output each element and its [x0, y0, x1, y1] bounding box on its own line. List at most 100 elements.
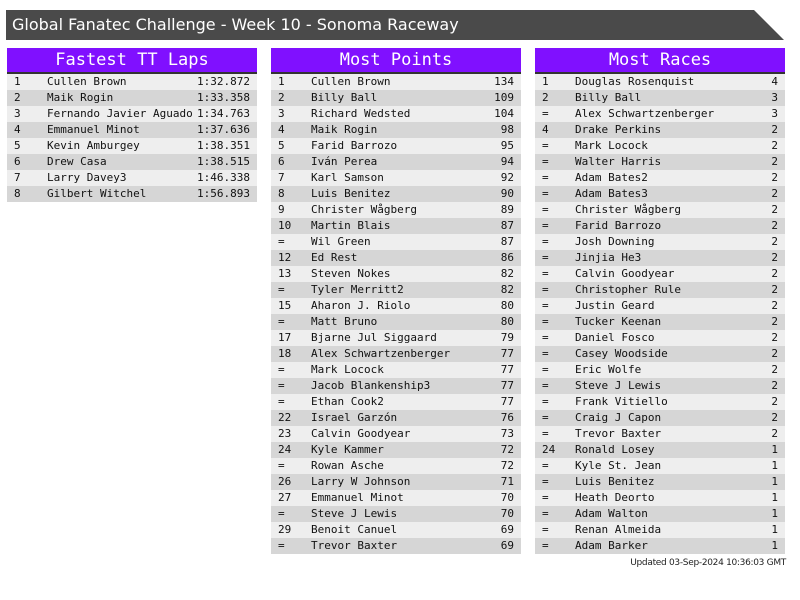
rank: = — [278, 507, 285, 520]
driver-name: Kyle Kammer — [311, 443, 384, 456]
table-row: = Frank Vitiello 2 — [535, 394, 785, 410]
rank: = — [542, 523, 549, 536]
value: 2 — [771, 427, 778, 440]
rank: = — [542, 331, 549, 344]
driver-name: Rowan Asche — [311, 459, 384, 472]
driver-name: Casey Woodside — [575, 347, 668, 360]
value: 95 — [500, 139, 514, 152]
value: 76 — [500, 411, 514, 424]
rank: 6 — [278, 155, 285, 168]
driver-name: Jinjia He3 — [575, 251, 642, 264]
table-row: 8 Luis Benitez 90 — [271, 186, 521, 202]
rank: = — [542, 251, 549, 264]
value: 1:38.351 — [197, 139, 250, 152]
driver-name: Maik Rogin — [47, 91, 114, 104]
value: 94 — [500, 155, 514, 168]
table-row: = Eric Wolfe 2 — [535, 362, 785, 378]
value: 92 — [500, 171, 514, 184]
driver-name: Ethan Cook2 — [311, 395, 384, 408]
table-row: = Jacob Blankenship3 77 — [271, 378, 521, 394]
rank: = — [542, 427, 549, 440]
driver-name: Josh Downing — [575, 235, 655, 248]
rank: 6 — [14, 155, 21, 168]
rank: = — [542, 171, 549, 184]
rank: 29 — [278, 523, 292, 536]
rank: 7 — [278, 171, 285, 184]
table-row: = Josh Downing 2 — [535, 234, 785, 250]
value: 73 — [500, 427, 514, 440]
table-row: 3 Fernando Javier Aguado 1:34.763 — [7, 106, 257, 122]
driver-name: Fernando Javier Aguado — [47, 107, 193, 120]
driver-name: Trevor Baxter — [311, 539, 398, 552]
table-row: = Mark Locock 2 — [535, 138, 785, 154]
table-row: 26 Larry W Johnson 71 — [271, 474, 521, 490]
table-row: = Tyler Merritt2 82 — [271, 282, 521, 298]
value: 80 — [500, 315, 514, 328]
table-row: 1 Cullen Brown 1:32.872 — [7, 74, 257, 90]
value: 2 — [771, 395, 778, 408]
table-row: = Craig J Capon 2 — [535, 410, 785, 426]
value: 87 — [500, 219, 514, 232]
table-row: 6 Iván Perea 94 — [271, 154, 521, 170]
rank: 24 — [278, 443, 292, 456]
rank: 10 — [278, 219, 292, 232]
driver-name: Tyler Merritt2 — [311, 283, 404, 296]
value: 2 — [771, 379, 778, 392]
table-row: = Walter Harris 2 — [535, 154, 785, 170]
leaderboard-list: 1 Douglas Rosenquist 4 2 Billy Ball 3 = Alex Sc… — [535, 74, 785, 554]
value: 98 — [500, 123, 514, 136]
value: 2 — [771, 411, 778, 424]
driver-name: Larry Davey3 — [47, 171, 127, 184]
rank: = — [542, 347, 549, 360]
rank: 1 — [14, 75, 21, 88]
rank: 3 — [278, 107, 285, 120]
rank: = — [278, 315, 285, 328]
table-row: = Heath Deorto 1 — [535, 490, 785, 506]
rank: = — [278, 379, 285, 392]
driver-name: Trevor Baxter — [575, 427, 662, 440]
driver-name: Bjarne Jul Siggaard — [311, 331, 437, 344]
table-row: = Jinjia He3 2 — [535, 250, 785, 266]
table-row: = Adam Bates2 2 — [535, 170, 785, 186]
page-title: Global Fanatec Challenge - Week 10 - Son… — [12, 15, 459, 34]
value: 134 — [494, 75, 514, 88]
table-row: = Wil Green 87 — [271, 234, 521, 250]
driver-name: Adam Barker — [575, 539, 648, 552]
driver-name: Jacob Blankenship3 — [311, 379, 431, 392]
rank: = — [278, 539, 285, 552]
driver-name: Justin Geard — [575, 299, 655, 312]
table-row: = Steve J Lewis 2 — [535, 378, 785, 394]
value: 1 — [771, 539, 778, 552]
table-row: 13 Steven Nokes 82 — [271, 266, 521, 282]
value: 3 — [771, 91, 778, 104]
driver-name: Matt Bruno — [311, 315, 378, 328]
table-row: 1 Douglas Rosenquist 4 — [535, 74, 785, 90]
table-row: 10 Martin Blais 87 — [271, 218, 521, 234]
value: 2 — [771, 347, 778, 360]
table-row: 17 Bjarne Jul Siggaard 79 — [271, 330, 521, 346]
rank: = — [278, 363, 285, 376]
driver-name: Mark Locock — [575, 139, 648, 152]
table-row: = Justin Geard 2 — [535, 298, 785, 314]
rank: = — [542, 283, 549, 296]
table-row: 24 Kyle Kammer 72 — [271, 442, 521, 458]
table-row: = Alex Schwartzenberger 3 — [535, 106, 785, 122]
rank: = — [278, 283, 285, 296]
driver-name: Iván Perea — [311, 155, 378, 168]
rank: 27 — [278, 491, 292, 504]
table-row: 22 Israel Garzón 76 — [271, 410, 521, 426]
driver-name: Kyle St. Jean — [575, 459, 662, 472]
driver-name: Eric Wolfe — [575, 363, 642, 376]
driver-name: Christopher Rule — [575, 283, 681, 296]
driver-name: Mark Locock — [311, 363, 384, 376]
table-row: 12 Ed Rest 86 — [271, 250, 521, 266]
table-row: 5 Farid Barrozo 95 — [271, 138, 521, 154]
table-row: = Adam Walton 1 — [535, 506, 785, 522]
value: 70 — [500, 507, 514, 520]
value: 89 — [500, 203, 514, 216]
value: 79 — [500, 331, 514, 344]
driver-name: Drake Perkins — [575, 123, 662, 136]
panel-heading: Most Points — [271, 48, 521, 74]
value: 2 — [771, 123, 778, 136]
value: 1:32.872 — [197, 75, 250, 88]
